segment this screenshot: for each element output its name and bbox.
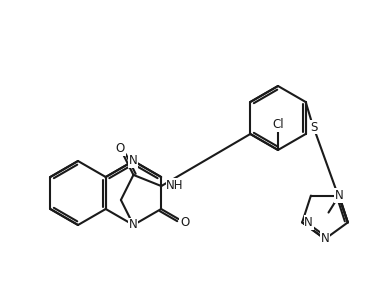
- Text: N: N: [129, 154, 138, 168]
- Text: S: S: [310, 121, 318, 133]
- Text: NH: NH: [166, 178, 184, 192]
- Text: N: N: [335, 189, 343, 202]
- Text: N: N: [129, 218, 138, 232]
- Text: O: O: [180, 216, 189, 229]
- Text: N: N: [304, 216, 313, 229]
- Text: Cl: Cl: [272, 119, 284, 131]
- Text: O: O: [116, 142, 125, 155]
- Text: N: N: [321, 232, 329, 244]
